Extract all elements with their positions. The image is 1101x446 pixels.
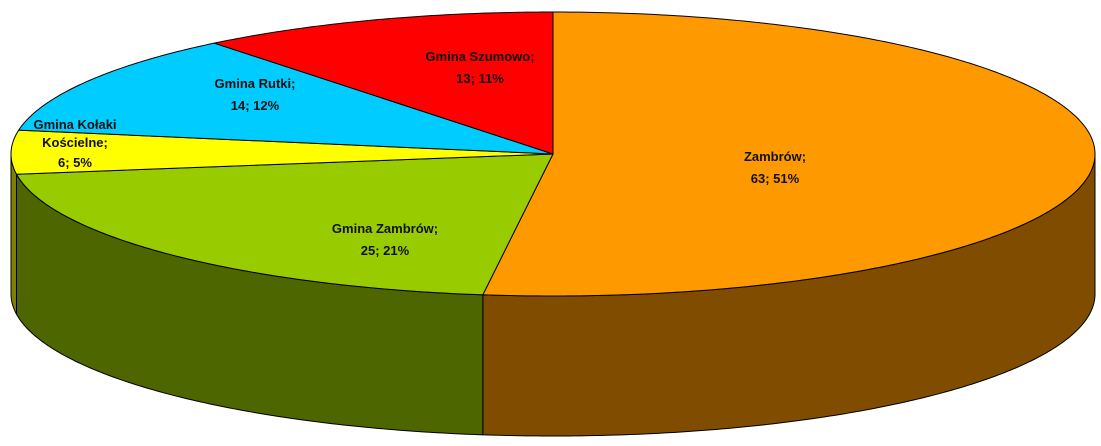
slice-name: Gmina Rutki; bbox=[214, 76, 296, 91]
pie-slice bbox=[482, 11, 1096, 297]
slice-value: 63; 51% bbox=[750, 171, 800, 186]
pie-slice bbox=[17, 42, 554, 155]
slice-name: Gmina Zambrów; bbox=[331, 221, 439, 236]
slice-name: Gmina Szumowo; bbox=[425, 49, 535, 64]
slice-value: 25; 21% bbox=[360, 243, 410, 258]
slice-name: Gmina Kołaki Kościelne; bbox=[33, 117, 117, 150]
slice-value: 13; 11% bbox=[456, 71, 504, 86]
slice-value: 14; 12% bbox=[230, 98, 280, 113]
pie-slice bbox=[212, 11, 554, 155]
pie-slice-side bbox=[10, 153, 18, 315]
slice-value: 6; 5% bbox=[58, 155, 92, 170]
pie-slice bbox=[10, 129, 554, 175]
data-label: Gmina Rutki; 14; 12% bbox=[175, 73, 335, 117]
pie-slice bbox=[15, 153, 554, 296]
data-label: Gmina Kołaki Kościelne; 6; 5% bbox=[12, 116, 138, 174]
data-label: Zambrów; 63; 51% bbox=[675, 146, 875, 190]
data-label: Gmina Szumowo; 13; 11% bbox=[390, 46, 570, 90]
data-label: Gmina Zambrów; 25; 21% bbox=[285, 218, 485, 262]
slice-name: Zambrów; bbox=[743, 149, 807, 164]
